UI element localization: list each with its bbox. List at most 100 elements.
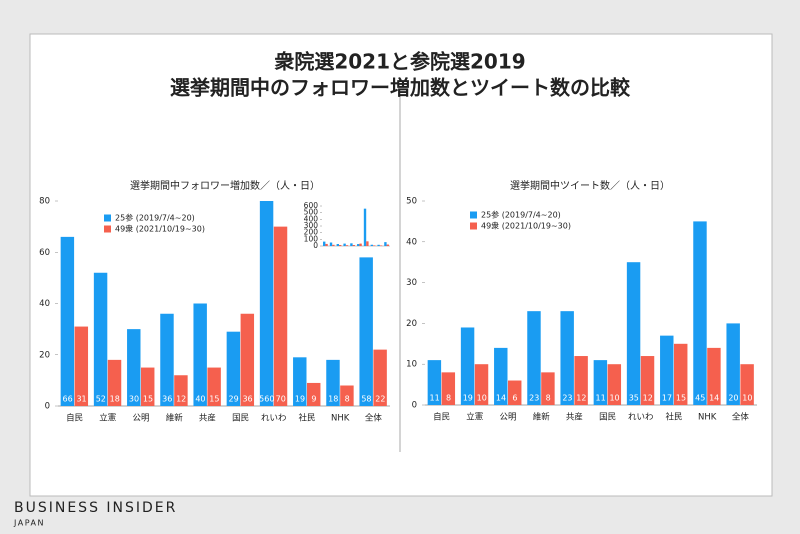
x-tick-label: 公明 — [132, 414, 149, 424]
inset-y-tick-label: 100 — [304, 234, 319, 243]
bar — [508, 380, 522, 405]
data-label: 8 — [446, 394, 451, 403]
chart-title: 選挙期間中ツイート数／（人・日） — [510, 179, 670, 192]
bar — [60, 236, 75, 406]
data-label: 23 — [562, 394, 572, 403]
legend-label: 25参 (2019/7/4~20) — [115, 213, 195, 223]
y-tick-label: 40 — [39, 299, 50, 309]
inset-bar — [343, 243, 346, 246]
bar — [293, 357, 307, 406]
y-tick-label: 0 — [45, 402, 50, 412]
data-label: 6 — [512, 394, 517, 403]
data-label: 10 — [477, 394, 487, 403]
bar — [660, 335, 674, 405]
inset-bar — [352, 245, 355, 246]
x-tick-label: れいわ — [261, 414, 287, 424]
slide-title: 衆院選2021と参院選2019 — [274, 50, 525, 74]
bar — [359, 257, 373, 406]
y-tick-label: 20 — [39, 350, 50, 360]
inset-bar — [329, 242, 333, 246]
inset-y-tick-label: 300 — [304, 221, 319, 230]
x-tick-label: 立憲 — [99, 413, 117, 424]
legend-swatch — [470, 211, 477, 219]
bar — [560, 311, 574, 405]
bar — [707, 347, 721, 405]
inset-bar — [325, 243, 328, 246]
data-label: 23 — [529, 394, 539, 403]
data-label: 22 — [375, 395, 385, 404]
bar — [226, 331, 241, 406]
inset-bar — [359, 243, 362, 246]
data-label: 560 — [259, 395, 274, 404]
data-label: 14 — [709, 394, 719, 403]
inset-bar — [379, 245, 383, 246]
data-label: 8 — [546, 394, 551, 403]
data-label: 30 — [129, 395, 139, 404]
bar — [607, 364, 622, 405]
bar — [441, 372, 456, 405]
chart-title: 選挙期間中フォロワー増加数／（人・日） — [130, 179, 320, 192]
x-tick-label: 公明 — [499, 413, 516, 423]
data-label: 35 — [629, 394, 639, 403]
data-label: 18 — [328, 395, 338, 404]
inset-bar — [386, 244, 389, 246]
data-label: 10 — [742, 394, 752, 403]
x-tick-label: NHK — [331, 414, 350, 424]
bar — [174, 375, 188, 406]
inset-bar — [345, 245, 349, 246]
data-label: 36 — [162, 395, 172, 404]
data-label: 11 — [596, 394, 606, 403]
x-tick-label: 全体 — [732, 412, 750, 423]
data-label: 20 — [728, 394, 738, 403]
data-label: 66 — [63, 395, 73, 404]
inset-bar — [332, 244, 335, 246]
data-label: 70 — [276, 395, 286, 404]
legend-swatch — [104, 225, 111, 233]
y-tick-label: 40 — [406, 237, 417, 247]
x-tick-label: NHK — [698, 413, 717, 423]
x-tick-label: 維新 — [166, 413, 184, 424]
bar — [726, 323, 740, 405]
data-label: 19 — [463, 394, 473, 403]
x-tick-label: れいわ — [628, 413, 654, 423]
data-label: 8 — [345, 395, 350, 404]
inset-bar — [366, 241, 369, 246]
legend-swatch — [470, 222, 477, 230]
bar — [460, 327, 475, 405]
bar — [373, 349, 387, 406]
inset-bar — [363, 208, 367, 246]
data-label: 14 — [496, 394, 506, 403]
y-tick-label: 80 — [39, 197, 50, 207]
x-tick-label: 立憲 — [466, 412, 484, 423]
legend-label: 49衆 (2021/10/19~30) — [115, 224, 205, 234]
data-label: 12 — [576, 394, 586, 403]
bar — [74, 326, 89, 406]
x-tick-label: 維新 — [533, 412, 551, 423]
bars — [60, 201, 387, 406]
data-label: 17 — [662, 394, 672, 403]
y-tick-label: 10 — [406, 360, 417, 370]
inset-bar — [373, 245, 376, 246]
bar — [307, 382, 321, 406]
slide-panel — [29, 33, 773, 497]
bar — [740, 364, 754, 405]
x-tick-label: 共産 — [566, 412, 583, 423]
legend-swatch — [104, 214, 111, 222]
x-tick-label: 自民 — [66, 413, 83, 424]
data-label: 40 — [195, 395, 205, 404]
inset-y-tick-label: 600 — [304, 201, 319, 210]
bars — [427, 221, 754, 405]
x-tick-label: 共産 — [199, 413, 216, 424]
x-tick-label: 社民 — [298, 413, 315, 424]
data-label: 52 — [96, 395, 106, 404]
bar — [574, 356, 588, 405]
bar — [273, 226, 288, 406]
bar — [674, 343, 688, 405]
bar — [427, 360, 442, 405]
y-tick-label: 50 — [406, 197, 417, 207]
inset-bar — [357, 244, 360, 246]
bar — [240, 313, 255, 406]
inset-bar — [336, 244, 339, 246]
